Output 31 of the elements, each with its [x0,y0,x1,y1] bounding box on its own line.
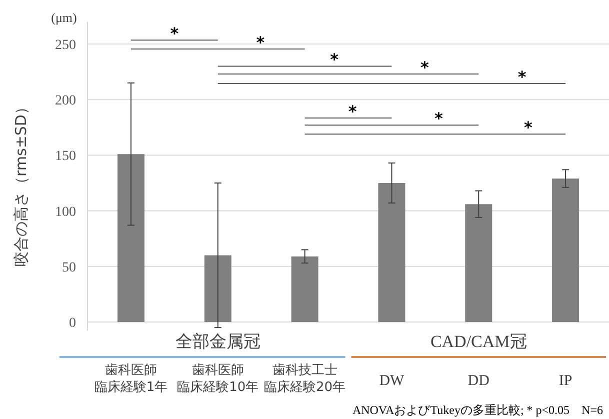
x-tick-label: DD [468,373,490,389]
bar [291,256,318,322]
y-tick-label: 50 [62,260,76,276]
annotation: * [256,33,266,52]
x-tick-label: 歯科医師臨床経験10年 [177,363,259,395]
x-tick-label: 歯科技工士臨床経験20年 [264,363,346,395]
y-tick-label: 150 [55,149,76,164]
text: ANOVAおよびTukeyの多重比較; * p<0.05 N=6 [352,403,603,417]
annotation: * [170,24,180,44]
text: (μm) [51,10,77,25]
bar [552,178,580,322]
annotation: * [330,50,340,70]
annotation: * [434,109,444,128]
bar [465,204,492,322]
annotation: * [420,58,430,78]
bar [378,183,406,322]
bar [204,255,232,322]
y-tick-label: 0 [69,316,76,331]
y-tick-label: 100 [55,204,76,220]
y-tick-label: 200 [55,94,76,109]
annotation: * [348,102,358,121]
x-tick-label: IP [558,373,572,389]
x-tick-label: DW [379,373,406,389]
text: CAD/CAM冠 [430,332,527,351]
y-axis-title: 咬合の高さ（rms±SD） [12,100,30,266]
text: 全部金属冠 [175,332,260,351]
annotation: * [518,67,527,86]
bar [117,154,144,322]
x-tick-label: 歯科医師臨床経験1年 [94,363,168,395]
annotation: * [524,118,533,138]
y-tick-label: 250 [55,38,76,53]
